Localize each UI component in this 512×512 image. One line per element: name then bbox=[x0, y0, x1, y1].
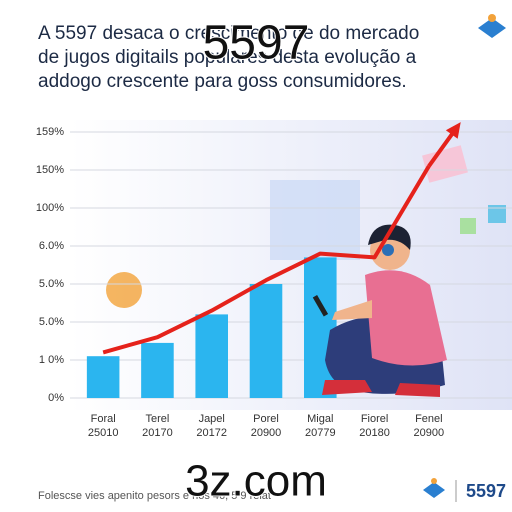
title: A 5597 desaca o crescimento de do mercad… bbox=[38, 23, 419, 92]
title-line: addogo crescente para goss consumidores. bbox=[38, 71, 407, 92]
decor bbox=[422, 145, 468, 183]
y-tick-label: 5.0% bbox=[39, 316, 64, 328]
x-tick-label: Terel bbox=[146, 413, 170, 425]
x-tick-label: Porel bbox=[253, 413, 279, 425]
bar bbox=[304, 257, 337, 398]
y-tick-label: 150% bbox=[36, 164, 64, 176]
x-tick-label: 20900 bbox=[251, 427, 282, 439]
watermark: 5597 bbox=[203, 17, 310, 70]
x-tick-label: Foral bbox=[91, 413, 116, 425]
y-tick-label: 6.0% bbox=[39, 240, 64, 252]
x-tick-label: 20170 bbox=[142, 427, 173, 439]
x-tick-label: 20180 bbox=[359, 427, 390, 439]
logo-icon bbox=[423, 14, 506, 498]
y-tick-label: 1 0% bbox=[39, 354, 64, 366]
x-tick-label: Fenel bbox=[415, 413, 443, 425]
y-tick-label: 159% bbox=[36, 126, 64, 138]
x-tick-label: 20172 bbox=[196, 427, 227, 439]
y-tick-label: 0% bbox=[48, 392, 64, 404]
bar bbox=[141, 342, 174, 398]
decor bbox=[106, 272, 142, 308]
x-tick-label: Migal bbox=[307, 413, 333, 425]
bar bbox=[86, 356, 120, 398]
bar bbox=[195, 314, 228, 398]
decor bbox=[460, 218, 476, 234]
footer-note: Folescse vies apenito pesors e nos 46, 5… bbox=[38, 490, 271, 502]
person bbox=[312, 224, 447, 397]
x-tick-label: 20900 bbox=[414, 427, 445, 439]
arrow-head bbox=[445, 122, 461, 139]
trend-line bbox=[102, 165, 431, 355]
title-line: de jugos digitails populares desta evolu… bbox=[38, 47, 417, 68]
x-tick-label: 25010 bbox=[88, 427, 119, 439]
plot: 0% 1 0% 5.0% 5.0% 6.0% 100% 150% 159% Foral 25010… bbox=[36, 126, 512, 439]
decor bbox=[488, 205, 506, 223]
bar bbox=[249, 284, 283, 398]
y-tick-label: 5.0% bbox=[39, 278, 64, 290]
y-tick-label: 100% bbox=[36, 202, 64, 214]
x-tick-label: Japel bbox=[199, 413, 225, 425]
brand: 5597 bbox=[466, 481, 506, 501]
arrow-shaft bbox=[427, 129, 457, 168]
decor bbox=[270, 180, 360, 260]
x-tick-label: Fiorel bbox=[361, 413, 389, 425]
x-tick-label: 20779 bbox=[305, 427, 336, 439]
title-line: A 5597 desaca o crescimento de do mercad… bbox=[38, 23, 419, 44]
watermark: 3z.com bbox=[185, 457, 327, 506]
